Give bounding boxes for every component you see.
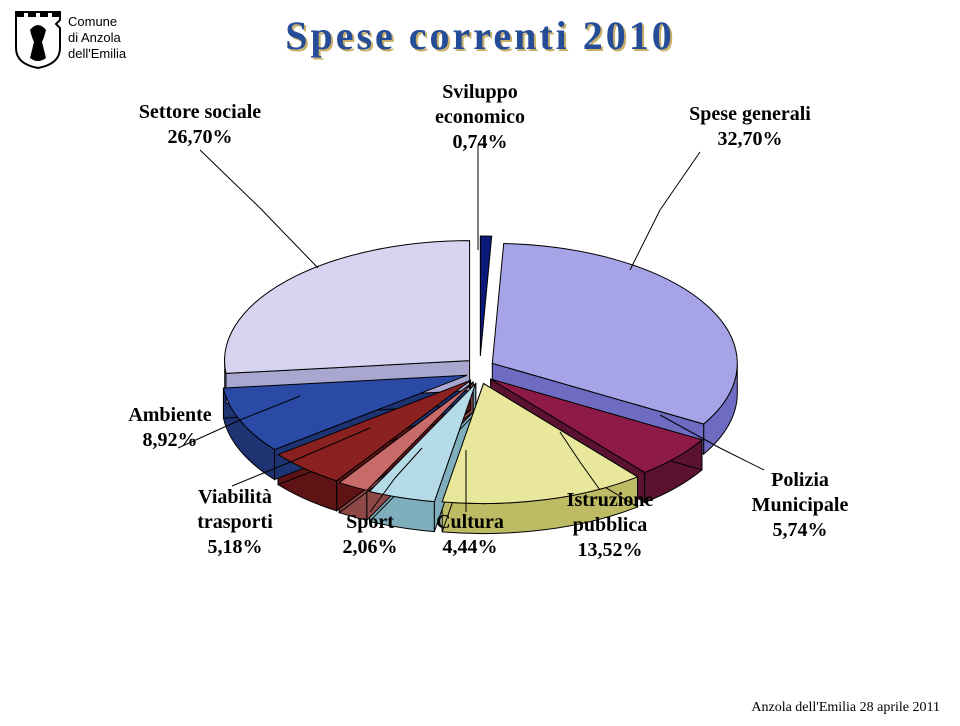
slice-label-line1: Spese generali	[689, 103, 811, 125]
slice-label-sviluppo: Sviluppo economico 0,74%	[400, 80, 560, 155]
page-title-text: Spese correnti 2010	[285, 13, 675, 58]
slice-label-line1: Sport	[346, 511, 394, 533]
slice-label-line1: Istruzione	[567, 489, 654, 511]
slice-label-pct: 2,06%	[343, 536, 398, 558]
slice-label-ambiente: Ambiente 8,92%	[85, 403, 255, 453]
slice-label-line2: pubblica	[573, 514, 647, 536]
slice-label-sociale: Settore sociale 26,70%	[90, 100, 310, 150]
slice-label-istruzione: Istruzione pubblica 13,52%	[530, 488, 690, 563]
page: Comunedi Anzoladell'Emilia Spese corrent…	[0, 0, 960, 726]
slice-label-pct: 26,70%	[168, 126, 233, 148]
slice-label-line1: Settore sociale	[139, 101, 261, 123]
slice-label-viabilita: Viabilità trasporti 5,18%	[150, 485, 320, 560]
slice-label-line1: Ambiente	[128, 404, 211, 426]
slice-label-line2: trasporti	[197, 511, 273, 533]
slice-label-pct: 32,70%	[718, 128, 783, 150]
slice-label-line1: Viabilità	[198, 486, 272, 508]
slice-label-pct: 8,92%	[143, 429, 198, 451]
slice-label-pct: 4,44%	[443, 536, 498, 558]
slice-label-pct: 5,74%	[773, 519, 828, 541]
slice-label-line2: Municipale	[752, 494, 849, 516]
slice-label-line2: economico	[435, 106, 525, 128]
slice-label-pct: 5,18%	[208, 536, 263, 558]
slice-label-polizia: Polizia Municipale 5,74%	[710, 468, 890, 543]
slice-label-sport: Sport 2,06%	[310, 510, 430, 560]
slice-label-line1: Polizia	[771, 469, 829, 491]
slice-label-pct: 0,74%	[453, 131, 508, 153]
footer-text: Anzola dell'Emilia 28 aprile 2011	[751, 700, 940, 716]
slice-label-line1: Sviluppo	[442, 81, 518, 103]
slice-label-pct: 13,52%	[578, 539, 643, 561]
slice-label-line1: Cultura	[436, 511, 504, 533]
page-title: Spese correnti 2010	[0, 12, 960, 59]
pie-chart: Sviluppo economico 0,74% Spese generali 32,7…	[0, 80, 960, 640]
slice-label-generali: Spese generali 32,70%	[640, 102, 860, 152]
